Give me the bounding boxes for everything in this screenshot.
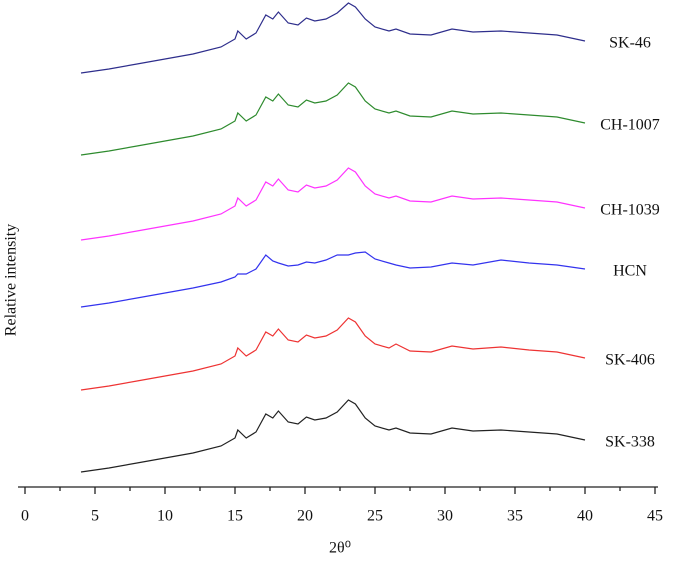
x-tick-label: 45 — [647, 508, 663, 525]
x-tick-label: 25 — [367, 508, 383, 525]
series-line — [80, 317, 586, 391]
series-line — [80, 2, 586, 74]
x-tick-label: 5 — [91, 508, 99, 525]
series-line — [80, 251, 586, 308]
series-line — [80, 399, 586, 473]
y-axis-title: Relative intensity — [3, 224, 20, 336]
x-tick-label: 10 — [157, 508, 173, 525]
x-tick-label: 0 — [21, 508, 29, 525]
x-tick-label: 30 — [437, 508, 453, 525]
x-tick-label: 20 — [297, 508, 313, 525]
x-axis-title: 2θ⁰ — [329, 540, 351, 557]
legend-label: SK-406 — [605, 352, 655, 369]
x-tick-label: 15 — [227, 508, 243, 525]
legend-label: SK-338 — [605, 434, 655, 451]
legend-label: SK-46 — [609, 35, 651, 52]
legend-label: HCN — [613, 263, 647, 280]
x-tick-label: 40 — [577, 508, 593, 525]
legend-label: CH-1039 — [600, 202, 660, 219]
x-tick-label: 35 — [507, 508, 523, 525]
series-line — [80, 167, 586, 241]
series-line — [80, 82, 586, 156]
legend-label: CH-1007 — [600, 117, 660, 134]
